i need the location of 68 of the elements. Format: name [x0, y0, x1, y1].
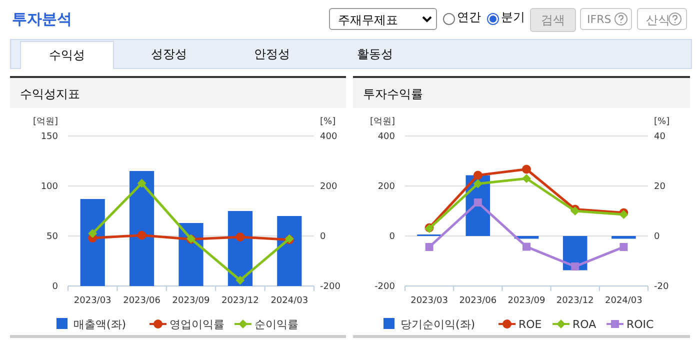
text: 활동성 — [356, 46, 394, 63]
x-tick-label: 2023/03 — [74, 296, 112, 306]
x-tick-label: 2023/06 — [459, 296, 497, 306]
y2-tick-label: 200 — [320, 182, 338, 192]
legend-label: 순이익률 — [254, 318, 298, 331]
legend-label: ROIC — [626, 318, 654, 331]
point — [473, 170, 482, 180]
chart-title: 투자수익률 — [363, 86, 423, 103]
point — [522, 174, 531, 183]
point — [620, 243, 628, 251]
x-tick-label: 2023/12 — [556, 296, 594, 306]
x-tick-label: 2023/09 — [508, 296, 546, 306]
point — [88, 229, 98, 238]
y-tick-label: 0 — [52, 282, 58, 292]
x-tick-label: 2023/06 — [123, 296, 161, 306]
text: 투자분석 — [12, 10, 72, 29]
bar — [130, 171, 154, 286]
text: 분기 — [501, 9, 525, 26]
x-tick-label: 2024/03 — [270, 296, 308, 306]
point — [236, 232, 245, 242]
point — [571, 262, 580, 270]
y-tick-label: 100 — [40, 182, 58, 192]
point — [425, 243, 434, 251]
x-tick-label: 2023/12 — [222, 296, 259, 306]
point — [236, 276, 245, 285]
bar — [80, 199, 105, 286]
y-tick-label: 0 — [389, 232, 396, 242]
y2-tick-label: 20 — [654, 182, 666, 192]
point — [522, 164, 531, 174]
y2-axis-title: [%] — [654, 117, 670, 127]
point — [474, 198, 482, 206]
x-tick-label: 2024/03 — [605, 296, 642, 306]
x-tick-label: 2023/03 — [410, 296, 448, 306]
text: 성장성 — [150, 46, 188, 63]
y-tick-label: 50 — [46, 232, 58, 242]
legend-label: 영업이익률 — [170, 318, 224, 331]
y-tick-label: -200 — [374, 282, 396, 292]
y-tick-label: 400 — [378, 132, 396, 142]
bar — [612, 236, 636, 239]
legend-label: ROE — [518, 318, 542, 331]
y2-axis-title: [%] — [320, 117, 336, 127]
text: 검색 — [530, 8, 576, 32]
text: 주재무제표 — [329, 8, 437, 30]
text: 수익성 — [20, 41, 114, 69]
legend-label: 당기순이익(좌) — [400, 318, 476, 331]
point — [137, 178, 146, 188]
point — [522, 242, 530, 251]
y-axis-title: [억원] — [370, 117, 395, 127]
text: 연간 — [457, 9, 481, 26]
y2-tick-label: -20 — [654, 282, 669, 292]
text: 산식 — [637, 8, 687, 30]
y-tick-label: 200 — [378, 182, 396, 192]
legend-label: ROA — [572, 318, 597, 331]
y2-tick-label: 0 — [320, 232, 326, 242]
y-axis-title: [억원] — [32, 117, 58, 127]
y2-tick-label: -200 — [320, 282, 341, 292]
y2-tick-label: 400 — [320, 132, 338, 142]
point — [137, 230, 146, 240]
text: 안정성 — [253, 46, 291, 63]
x-tick-label: 2023/09 — [172, 296, 210, 306]
legend-label: 매출액(좌) — [74, 318, 126, 331]
y2-tick-label: 0 — [654, 232, 660, 242]
text: IFRS — [580, 8, 632, 30]
point — [473, 179, 482, 188]
chart-title: 수익성지표 — [20, 86, 80, 103]
y-tick-label: 150 — [40, 132, 58, 142]
bar — [277, 216, 302, 286]
y2-tick-label: 40 — [654, 132, 666, 142]
